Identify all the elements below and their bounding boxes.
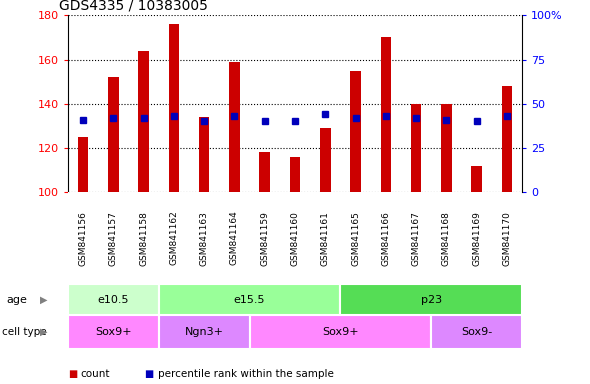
Text: ■: ■: [145, 369, 154, 379]
Text: ▶: ▶: [40, 295, 48, 305]
Bar: [108, 77, 119, 192]
Bar: [138, 51, 149, 192]
Text: GDS4335 / 10383005: GDS4335 / 10383005: [59, 0, 208, 13]
Bar: [411, 104, 421, 192]
Text: GSM841163: GSM841163: [199, 211, 209, 265]
Text: age: age: [6, 295, 27, 305]
Text: GSM841166: GSM841166: [381, 211, 391, 265]
Text: GSM841157: GSM841157: [109, 211, 118, 265]
Bar: [441, 104, 452, 192]
Text: GSM841165: GSM841165: [351, 211, 360, 265]
Bar: [350, 71, 361, 192]
Text: percentile rank within the sample: percentile rank within the sample: [158, 369, 333, 379]
Bar: [250, 315, 431, 349]
Text: Ngn3+: Ngn3+: [185, 327, 224, 337]
Bar: [340, 284, 522, 315]
Text: ▶: ▶: [40, 327, 48, 337]
Text: Sox9+: Sox9+: [322, 327, 359, 337]
Bar: [320, 128, 330, 192]
Bar: [431, 315, 522, 349]
Bar: [159, 284, 340, 315]
Text: GSM841161: GSM841161: [321, 211, 330, 265]
Text: cell type: cell type: [2, 327, 47, 337]
Bar: [169, 24, 179, 192]
Text: GSM841164: GSM841164: [230, 211, 239, 265]
Text: count: count: [81, 369, 110, 379]
Bar: [502, 86, 512, 192]
Text: GSM841162: GSM841162: [169, 211, 178, 265]
Text: GSM841167: GSM841167: [412, 211, 421, 265]
Text: GSM841158: GSM841158: [139, 211, 148, 265]
Bar: [290, 157, 300, 192]
Text: GSM841170: GSM841170: [503, 211, 512, 265]
Text: e15.5: e15.5: [234, 295, 266, 305]
Bar: [199, 117, 209, 192]
Text: e10.5: e10.5: [97, 295, 129, 305]
Text: Sox9+: Sox9+: [95, 327, 132, 337]
Text: ■: ■: [68, 369, 77, 379]
Bar: [471, 166, 482, 192]
Text: GSM841156: GSM841156: [78, 211, 87, 265]
Bar: [229, 62, 240, 192]
Text: GSM841168: GSM841168: [442, 211, 451, 265]
Bar: [78, 137, 88, 192]
Bar: [260, 152, 270, 192]
Text: GSM841169: GSM841169: [472, 211, 481, 265]
Text: p23: p23: [421, 295, 442, 305]
Text: Sox9-: Sox9-: [461, 327, 492, 337]
Bar: [68, 315, 159, 349]
Text: GSM841159: GSM841159: [260, 211, 269, 265]
Text: GSM841160: GSM841160: [290, 211, 300, 265]
Bar: [381, 38, 391, 192]
Bar: [159, 315, 250, 349]
Bar: [68, 284, 159, 315]
